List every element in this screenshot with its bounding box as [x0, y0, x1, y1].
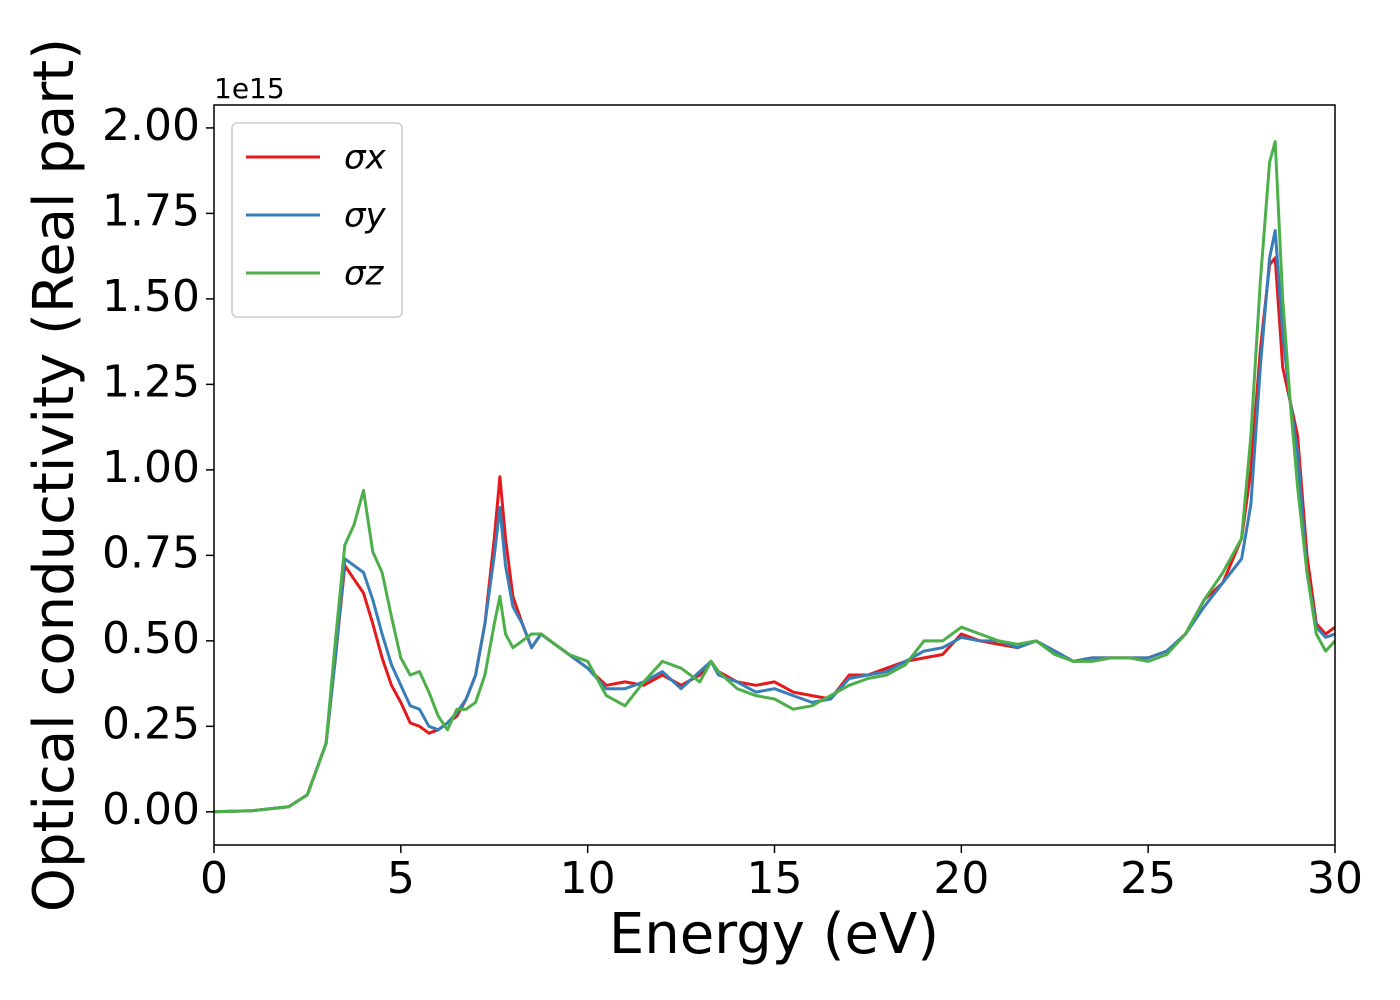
y-tick-label: 1.25 — [102, 356, 200, 407]
legend-label: σx — [344, 138, 387, 178]
x-tick-label: 20 — [933, 853, 989, 904]
series-line — [214, 229, 1335, 814]
legend-box — [231, 122, 403, 318]
x-tick-label: 15 — [747, 853, 803, 904]
x-tick-label: 30 — [1307, 853, 1363, 904]
series-line — [214, 256, 1335, 814]
x-axis-label: Energy (eV) — [609, 902, 939, 967]
y-tick-label: 2.00 — [102, 100, 200, 151]
y-tick-label: 0.00 — [102, 784, 200, 835]
x-tick-label: 0 — [200, 853, 228, 904]
y-tick-label: 1.75 — [102, 185, 200, 236]
legend-label: σz — [344, 254, 385, 294]
y-tick-label: 1.50 — [102, 271, 200, 322]
y-axis-label: Optical conductivity (Real part) — [22, 38, 87, 912]
x-tick-label: 25 — [1120, 853, 1176, 904]
series-line — [214, 140, 1335, 814]
y-tick-label: 0.50 — [102, 613, 200, 664]
x-tick-label: 10 — [560, 853, 616, 904]
plot-frame — [213, 104, 1336, 846]
x-tick-label: 5 — [387, 853, 415, 904]
offset-text: 1e15 — [214, 72, 285, 105]
y-tick-label: 0.75 — [102, 527, 200, 578]
legend-label: σy — [344, 196, 387, 236]
y-tick-label: 1.00 — [102, 442, 200, 493]
y-tick-label: 0.25 — [102, 698, 200, 749]
